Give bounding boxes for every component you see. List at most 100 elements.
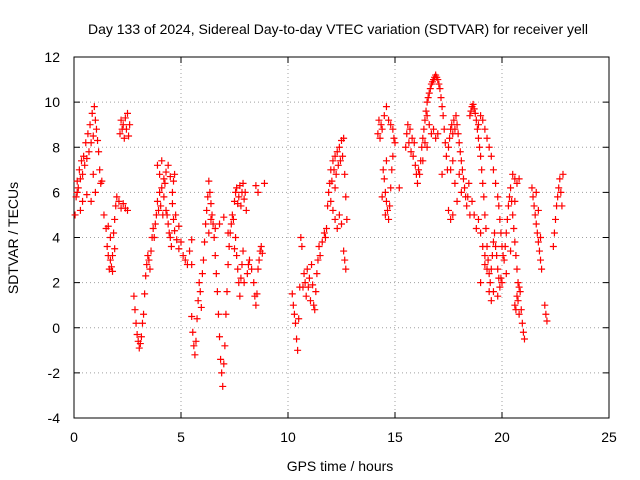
data-point xyxy=(375,116,383,124)
y-tick-label: 0 xyxy=(52,320,60,336)
data-point xyxy=(315,243,323,251)
data-point xyxy=(465,179,473,187)
data-point xyxy=(466,112,474,120)
data-point xyxy=(210,234,218,241)
data-point xyxy=(335,211,343,219)
data-point xyxy=(458,166,466,174)
data-point xyxy=(119,121,127,129)
data-point xyxy=(234,265,242,273)
data-point xyxy=(380,112,388,120)
data-point xyxy=(106,256,114,264)
data-point xyxy=(167,243,175,251)
data-point xyxy=(422,107,430,115)
data-point xyxy=(305,274,313,282)
data-point xyxy=(110,229,118,237)
data-point xyxy=(538,265,546,273)
data-point xyxy=(532,188,540,196)
data-point xyxy=(119,200,127,208)
data-point xyxy=(485,270,493,278)
data-point xyxy=(83,191,91,199)
data-point xyxy=(304,283,312,291)
data-point xyxy=(73,188,81,196)
data-point xyxy=(479,116,487,124)
data-point xyxy=(430,125,438,133)
data-point xyxy=(457,157,465,165)
data-point xyxy=(445,206,452,214)
data-point xyxy=(395,184,403,192)
data-point xyxy=(213,288,221,296)
data-point xyxy=(320,229,328,237)
data-point xyxy=(528,184,536,192)
data-point xyxy=(175,222,183,230)
data-point xyxy=(94,136,102,144)
data-point xyxy=(497,274,505,282)
data-point xyxy=(440,125,448,133)
data-point xyxy=(191,351,199,359)
data-point xyxy=(435,80,443,88)
data-point xyxy=(207,200,215,208)
data-point xyxy=(537,256,545,264)
data-point xyxy=(334,161,342,169)
data-point xyxy=(325,188,333,196)
y-tick-label: -4 xyxy=(48,410,61,426)
data-point xyxy=(340,134,348,142)
data-point xyxy=(168,200,176,208)
data-point xyxy=(309,281,317,289)
data-point xyxy=(237,274,245,282)
data-point xyxy=(464,193,472,201)
data-point xyxy=(542,310,550,318)
data-point xyxy=(308,261,316,269)
data-point xyxy=(534,206,542,214)
data-point xyxy=(500,256,508,264)
data-point xyxy=(117,116,125,124)
data-point xyxy=(378,193,386,201)
data-point xyxy=(421,116,429,124)
data-point xyxy=(86,121,94,129)
data-point xyxy=(455,170,463,178)
data-point xyxy=(153,161,161,169)
data-point xyxy=(295,315,303,323)
data-point xyxy=(558,202,566,210)
data-point xyxy=(514,297,522,305)
data-point xyxy=(450,116,458,124)
data-point xyxy=(141,290,149,298)
data-point xyxy=(76,175,84,183)
data-point xyxy=(477,279,485,287)
data-point xyxy=(387,121,395,129)
y-axis-ticks: -4 -2 0 2 4 6 8 10 12 xyxy=(44,49,609,426)
data-point xyxy=(382,103,390,111)
data-point xyxy=(135,344,143,352)
data-point xyxy=(411,161,419,169)
data-point xyxy=(137,333,145,341)
data-point xyxy=(202,220,210,228)
data-point xyxy=(84,130,92,138)
chart-title: Day 133 of 2024, Sidereal Day-to-day VTE… xyxy=(88,21,588,37)
data-point xyxy=(116,130,124,138)
data-point xyxy=(513,292,521,300)
data-point xyxy=(168,188,176,196)
data-point xyxy=(336,157,344,165)
data-point xyxy=(477,229,485,237)
x-tick-label: 20 xyxy=(494,429,510,445)
data-point xyxy=(245,256,253,264)
data-point xyxy=(85,148,93,156)
data-point xyxy=(479,243,487,251)
y-tick-label: -2 xyxy=(48,365,61,381)
data-point xyxy=(333,224,341,232)
data-point xyxy=(407,148,415,156)
data-point xyxy=(232,234,240,241)
data-point xyxy=(413,179,421,187)
data-point xyxy=(252,182,260,190)
data-point xyxy=(217,355,225,363)
data-point xyxy=(485,143,493,151)
data-point xyxy=(406,125,414,133)
data-point xyxy=(240,195,248,203)
data-point xyxy=(332,170,340,178)
data-point xyxy=(470,211,478,219)
data-point xyxy=(476,143,484,151)
data-point xyxy=(386,202,394,210)
data-point xyxy=(300,270,308,278)
data-point xyxy=(515,283,523,291)
data-point xyxy=(238,261,246,269)
data-point xyxy=(142,272,150,280)
